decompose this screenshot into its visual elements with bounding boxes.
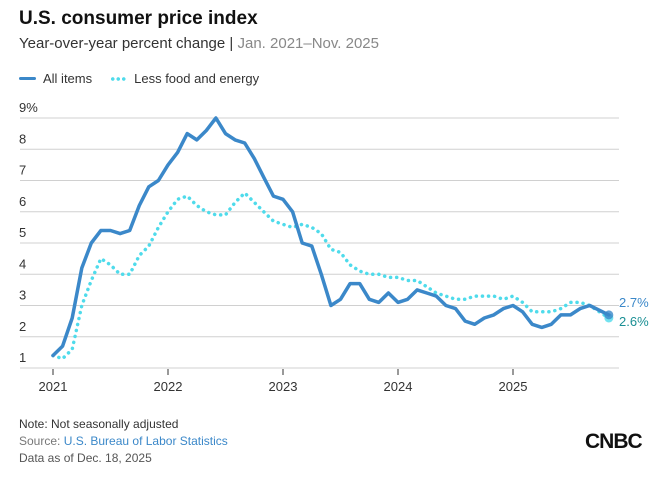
legend-label: All items [43, 71, 93, 86]
x-tick-label: 2022 [154, 379, 183, 394]
data-as-of: Data as of Dec. 18, 2025 [19, 451, 152, 465]
x-tick-label: 2025 [499, 379, 528, 394]
legend-swatch-solid [19, 77, 36, 80]
chart-subtitle: Year-over-year percent change | Jan. 202… [19, 35, 379, 52]
legend-swatch-dotted [110, 76, 128, 81]
plot-area: 1 2 3 4 5 6 7 8 9% 2021 2022 2023 2024 2025 2.7% 2.6% [19, 100, 649, 394]
source: Source: U.S. Bureau of Labor Statistics [19, 434, 228, 448]
x-tick-label: 2024 [384, 379, 413, 394]
legend-label: Less food and energy [134, 71, 260, 86]
subtitle-text: Year-over-year percent change [19, 35, 226, 52]
legend: All items Less food and energy [19, 71, 259, 86]
y-tick-label: 4 [19, 256, 26, 271]
series-line-all-items [51, 116, 611, 358]
x-tick-label: 2023 [269, 379, 298, 394]
y-tick-label: 6 [19, 194, 26, 209]
y-tick-label: 8 [19, 131, 26, 146]
y-tick-label: 5 [19, 225, 26, 240]
end-value-label: 2.6% [619, 314, 649, 329]
end-value-label: 2.7% [619, 295, 649, 310]
y-tick-label: 2 [19, 319, 26, 334]
series-line-less-food-energy [51, 191, 611, 361]
source-prefix: Source: [19, 434, 64, 448]
legend-item-all-items: All items [19, 71, 92, 86]
y-tick-label: 9% [19, 100, 38, 115]
cnbc-logo: CNBC [585, 430, 643, 453]
note: Note: Not seasonally adjusted [19, 417, 179, 431]
y-tick-label: 7 [19, 163, 26, 178]
legend-item-core: Less food and energy [110, 71, 259, 86]
source-link[interactable]: U.S. Bureau of Labor Statistics [63, 434, 228, 448]
chart-title: U.S. consumer price index [19, 8, 258, 29]
subtitle-range: Jan. 2021–Nov. 2025 [237, 35, 379, 52]
y-tick-label: 1 [19, 350, 26, 365]
y-tick-label: 3 [19, 288, 26, 303]
x-tick-label: 2021 [39, 379, 68, 394]
end-point-marker [604, 310, 614, 320]
